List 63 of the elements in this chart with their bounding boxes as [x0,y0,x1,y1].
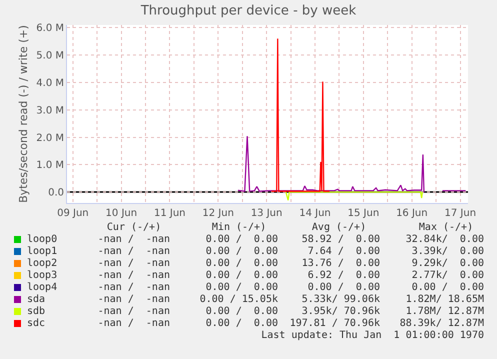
text: 0.00 / 0.00 [206,258,278,270]
x-tick-label: 11 Jun [154,208,186,219]
text: -nan / -nan [98,246,170,258]
text: 0.00 / 15.05k [200,294,278,306]
text: 0.00 / 0.00 [206,282,278,294]
text: -nan / -nan [98,294,170,306]
text: Min (-/+) [212,222,266,234]
y-tick-label: 3.0 M [36,105,64,116]
text: Avg (-/+) [312,222,366,234]
text: -nan / -nan [98,234,170,246]
text: 3.39k/ 0.00 [412,246,484,258]
text: 58.92 / 0.00 [302,234,380,246]
x-tick-label: 10 Jun [106,208,138,219]
text: -nan / -nan [98,306,170,318]
text: 0.00 / 0.00 [206,318,278,330]
y-tick-label: 1.0 M [36,160,64,172]
text: 0.00 / 0.00 [412,282,484,294]
legend-label: loop0 [27,234,58,246]
x-tick-label: 09 Jun [57,208,89,219]
text: 0.00 / 0.00 [206,246,278,258]
text: 88.39k/ 12.87M [400,318,484,330]
legend-label: loop1 [27,246,58,258]
text: -nan / -nan [98,318,170,330]
text: 13.76 / 0.00 [302,258,380,270]
chart-title: Throughput per device - by week [140,3,357,18]
text: 32.84k/ 0.00 [406,234,484,246]
text: 0.00 / 0.00 [308,282,380,294]
text: 1.82M/ 18.65M [406,294,484,306]
text: Cur (-/+) [106,222,162,234]
text: -nan / -nan [98,258,170,270]
text: 197.81 / 70.96k [290,318,380,330]
x-tick-label: 16 Jun [396,208,428,219]
legend-label: loop2 [27,258,58,270]
text: 0.00 / 0.00 [206,234,278,246]
x-tick-label: 12 Jun [202,208,234,219]
text: -nan / -nan [98,282,170,294]
text: 7.64 / 0.00 [308,246,380,258]
y-axis-title: Bytes/second read (-) / write (+) [16,25,30,203]
x-tick-label: 15 Jun [348,208,380,219]
x-tick-label: 14 Jun [299,208,331,219]
text: 2.77k/ 0.00 [412,270,484,282]
text: Last update: Thu Jan 1 01:00:00 1970 [261,330,484,342]
text: -nan / -nan [98,270,170,282]
legend-label: sda [27,294,46,306]
y-tick-label: 5.0 M [36,50,64,62]
text: 5.33k/ 99.06k [302,294,380,306]
y-tick-label: 0.0 [48,188,64,199]
text: Max (-/+) [418,222,474,234]
legend-label: sdb [27,306,46,318]
legend-label: sdc [27,318,46,330]
text: 0.00 / 0.00 [206,306,278,318]
legend-label: loop3 [27,270,58,282]
text: 9.29k/ 0.00 [412,258,484,270]
y-tick-label: 4.0 M [36,78,64,90]
text: 3.95k/ 70.96k [302,306,380,318]
y-tick-label: 6.0 M [36,23,64,34]
text: 6.92 / 0.00 [308,270,380,282]
x-tick-label: 13 Jun [250,208,282,219]
text: 0.00 / 0.00 [206,270,278,282]
legend-label: loop4 [27,282,58,294]
text: 1.78M/ 12.87M [406,306,484,318]
x-tick-label: 17 Jun [444,208,476,219]
y-tick-label: 2.0 M [36,132,64,144]
